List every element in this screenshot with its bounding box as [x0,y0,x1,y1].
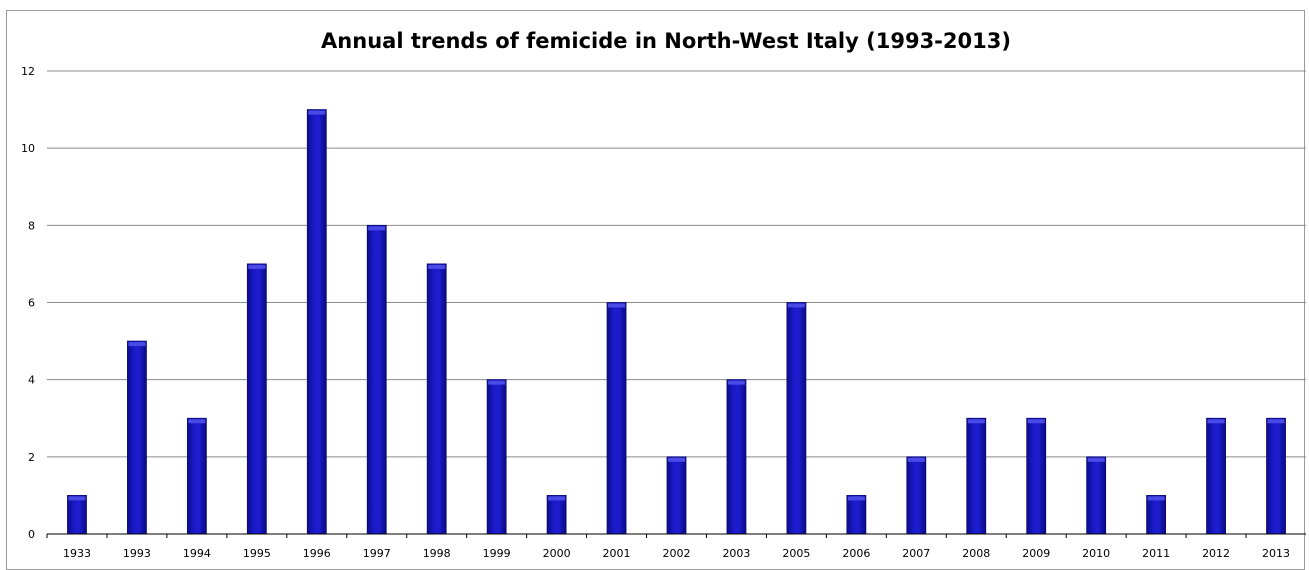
y-tick-label: 10 [21,142,35,155]
bar [186,417,207,535]
bar-2012 [1206,417,1226,535]
bar [1266,417,1286,535]
bar-1999 [486,379,507,535]
bar-cap [847,496,865,501]
bar-2013 [1266,417,1286,535]
x-tick-label: 2003 [722,547,750,560]
bar-2000 [546,495,567,535]
x-tick-label: 2000 [543,547,571,560]
x-tick-label: 2013 [1262,547,1290,560]
bar-cap [308,110,326,115]
bar-2006 [846,495,867,535]
bar-cap [668,457,685,462]
bar-cap [907,457,925,462]
bar [606,302,627,535]
bar [546,495,567,535]
y-axis-tick-labels: 0 2 4 6 8 10 12 [21,65,35,541]
y-tick-label: 6 [28,297,35,310]
bar-cap [1267,419,1285,424]
x-tick-label: 2010 [1082,547,1110,560]
x-tick-label: 1994 [183,547,211,560]
bar-cap [608,303,626,308]
bar [1086,456,1107,535]
y-tick-label: 2 [28,451,35,464]
x-tick-label: 1997 [363,547,391,560]
x-tick-label: 2005 [782,547,810,560]
bar-2010 [1086,456,1107,535]
bar [426,263,447,535]
x-tick-label: 2009 [1022,547,1050,560]
x-tick-label: 2012 [1202,547,1230,560]
bar-cap [967,419,985,424]
x-tick-label: 1995 [243,547,271,560]
y-tick-label: 8 [28,219,35,232]
bar-2003 [726,379,747,535]
bar [1146,495,1167,535]
x-tick-label: 1993 [123,547,151,560]
bar-cap [1087,457,1105,462]
bar [486,379,507,535]
x-tick-label: 2011 [1142,547,1170,560]
bar-1997 [366,224,387,535]
y-tick-label: 4 [28,374,35,387]
bars [67,109,1286,535]
bar-1995 [246,263,267,535]
bar-2007 [906,456,927,535]
bar [1206,417,1226,535]
bar-1993 [127,340,147,535]
bar [1026,417,1047,535]
x-tick-label: 1996 [303,547,331,560]
bar-2002 [666,456,687,535]
bar-2001 [606,302,627,535]
bar-cap [1147,496,1165,501]
bar [726,379,747,535]
x-tick-label: 2008 [962,547,990,560]
bar [366,224,387,535]
bar [246,263,267,535]
bar-cap [488,380,506,385]
bar-cap [727,380,745,385]
bar-cap [428,264,446,269]
bar-cap [548,496,566,501]
bar-2011 [1146,495,1167,535]
bar-cap [128,342,146,347]
bar-1998 [426,263,447,535]
bar-cap [68,496,86,501]
bar [127,340,147,535]
chart-title: Annual trends of femicide in North-West … [321,29,1011,53]
bar-cap [787,303,805,308]
bar-1996 [306,109,327,535]
bar-cap [188,419,206,424]
bar-cap [368,226,386,231]
bar [906,456,927,535]
bar [966,417,987,535]
bar-cap [1207,419,1225,424]
bar [306,109,327,535]
x-tick-label: 1933 [63,547,91,560]
y-tick-label: 12 [21,65,35,78]
gridlines [47,70,1306,458]
bar [846,495,867,535]
bar [67,495,87,535]
bar [666,456,687,535]
bar-1994 [186,417,207,535]
x-axis-tick-labels: 1933 1993 1994 1995 1996 1997 1998 1999 2000 2001… [46,534,1290,560]
bar-2008 [966,417,987,535]
x-tick-label: 1998 [423,547,451,560]
y-tick-label: 0 [28,528,35,541]
bar-cap [1027,419,1045,424]
x-tick-label: 1999 [483,547,511,560]
x-tick-label: 2006 [842,547,870,560]
x-tick-label: 2002 [663,547,691,560]
bar [786,302,807,535]
bar-2005 [786,302,807,535]
bar-1933 [67,495,87,535]
x-tick-label: 2001 [603,547,631,560]
bar-2009 [1026,417,1047,535]
bar-cap [248,264,266,269]
x-tick-label: 2007 [902,547,930,560]
